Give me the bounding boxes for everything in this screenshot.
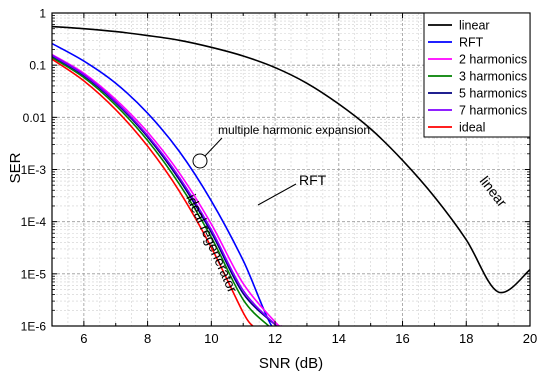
y-tick-label: 0.01 bbox=[23, 111, 47, 125]
y-tick-label: 1 bbox=[39, 7, 46, 21]
series-lines bbox=[52, 25, 530, 326]
annotation-rft: RFT bbox=[299, 172, 327, 188]
annotation-ideal-regenerator: ideal regenerator bbox=[183, 192, 241, 296]
x-tick-labels: 6 8 10 12 14 16 18 20 bbox=[80, 331, 537, 346]
x-tick-label: 6 bbox=[80, 331, 87, 346]
legend-label: linear bbox=[459, 19, 490, 33]
series-line-7-harmonics bbox=[52, 54, 278, 326]
y-tick-label: 1E-4 bbox=[21, 215, 47, 229]
x-tick-label: 18 bbox=[459, 331, 473, 346]
legend-label: 3 harmonics bbox=[459, 70, 527, 84]
series-line-ideal bbox=[52, 58, 254, 326]
harmonic-expansion-marker bbox=[192, 153, 208, 169]
series-line-RFT bbox=[52, 42, 298, 326]
legend-label: ideal bbox=[459, 121, 485, 135]
series-line-3-harmonics bbox=[52, 56, 270, 326]
rft-pointer bbox=[257, 183, 297, 206]
annotations: multiple harmonic expansion RFT ideal re… bbox=[183, 123, 510, 295]
legend: linear RFT 2 harmonics 3 harmonics 5 harmoni… bbox=[423, 12, 531, 138]
x-tick-label: 10 bbox=[204, 331, 218, 346]
y-tick-label: 1E-3 bbox=[21, 163, 47, 177]
x-tick-label: 8 bbox=[144, 331, 151, 346]
annotation-linear: linear bbox=[477, 173, 511, 210]
y-tick-labels: 1 0.1 0.01 1E-3 1E-4 1E-5 1E-6 bbox=[21, 7, 47, 334]
x-tick-label: 14 bbox=[332, 331, 346, 346]
x-tick-label: 16 bbox=[395, 331, 409, 346]
series-line-linear bbox=[52, 25, 530, 294]
legend-label: 5 harmonics bbox=[459, 87, 527, 101]
y-tick-label: 0.1 bbox=[29, 59, 46, 73]
legend-label: 2 harmonics bbox=[459, 53, 527, 67]
y-tick-label: 1E-6 bbox=[21, 320, 47, 334]
legend-label: 7 harmonics bbox=[459, 104, 527, 118]
legend-box bbox=[423, 12, 531, 138]
series-line-5-harmonics bbox=[52, 55, 278, 326]
y-tick-label: 1E-5 bbox=[21, 267, 47, 281]
harmonic-expansion-pointer bbox=[204, 137, 223, 157]
x-axis-label: SNR (dB) bbox=[259, 355, 323, 372]
legend-label: RFT bbox=[459, 36, 484, 50]
y-axis-label: SER bbox=[7, 152, 24, 183]
series-line-2-harmonics bbox=[52, 53, 282, 326]
x-tick-label: 20 bbox=[523, 331, 537, 346]
annotation-multiple-harmonic-expansion: multiple harmonic expansion bbox=[218, 123, 370, 137]
x-tick-label: 12 bbox=[268, 331, 282, 346]
